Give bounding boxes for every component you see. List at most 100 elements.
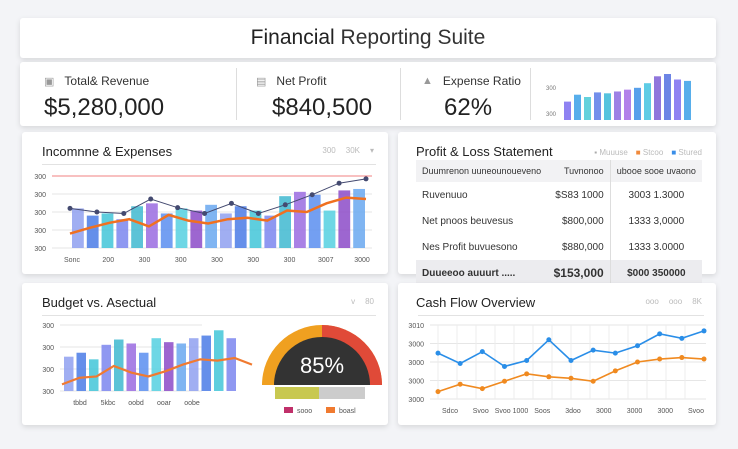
data-point [701, 356, 707, 362]
bar [674, 79, 681, 120]
bar [131, 206, 143, 248]
data-point [679, 355, 685, 361]
bar [294, 191, 306, 248]
data-point [612, 368, 618, 374]
range-button[interactable]: 30K [345, 146, 360, 155]
data-point [635, 343, 640, 349]
bar [101, 213, 114, 248]
y-tick-label: 300 [546, 86, 557, 92]
y-tick-label: 300 [42, 323, 54, 330]
bar [76, 352, 86, 391]
range-button[interactable]: ooo [668, 297, 683, 306]
legend-item: Stured [678, 148, 702, 157]
bar [86, 215, 99, 248]
table-row[interactable]: Ruvenuuo $S83 1000 3003 1.3000 [416, 182, 702, 208]
y-tick-label: 300 [34, 192, 46, 199]
dropdown-icon[interactable]: ▾ [369, 146, 374, 155]
x-tick-label: Svoo 1000 [495, 408, 529, 415]
bar [116, 219, 129, 248]
kpi-row: ▣ Total& Revenue $5,280,000 ▤ Net Profit $84… [20, 62, 716, 126]
data-point [568, 358, 574, 364]
bar [564, 101, 571, 120]
legend-item: Stcoo [642, 148, 664, 157]
x-tick-label: 3000 [596, 408, 612, 415]
y-tick-label: 3000 [408, 342, 424, 349]
range-button[interactable]: 8K [692, 297, 702, 306]
kpi-value: 62% [444, 94, 493, 121]
panel-title: Budget vs. Asectual [42, 295, 157, 310]
data-point [479, 386, 485, 392]
x-tick-label: tbbd [73, 400, 87, 407]
data-point [457, 360, 463, 366]
bar [139, 352, 149, 391]
data-point [363, 176, 369, 182]
data-point [67, 205, 73, 211]
wallet-icon: ▣ [44, 75, 55, 88]
data-point [148, 196, 154, 202]
bar [634, 87, 641, 120]
range-button[interactable]: 80 [365, 297, 374, 306]
x-tick-label: Sdco [442, 408, 458, 415]
y-tick-label: 300 [34, 210, 46, 217]
y-tick-label: 300 [34, 174, 46, 181]
kpi-value: $5,280,000 [44, 94, 165, 121]
table-row[interactable]: Net pnoos beuvesus $800,000 1333 3,0000 [416, 208, 702, 234]
x-tick-label: 200 [102, 257, 114, 264]
y-tick-label: 3000 [408, 397, 424, 404]
x-tick-label: 300 [247, 257, 259, 264]
kpi-label: Net Profit [276, 74, 327, 88]
gauge-value: 85% [300, 353, 344, 378]
lock-icon: ▤ [256, 75, 267, 88]
bar [308, 194, 321, 248]
y-tick-label: 3010 [408, 323, 424, 330]
cash-flow-chart: 3010 3000 3000 3000 3000 Sdco Svoo Svoo 1000 Soo… [408, 323, 707, 415]
bar [220, 213, 232, 248]
range-button[interactable]: 300 [322, 146, 336, 155]
kpi-expense-ratio[interactable]: ▲ Expense Ratio 62% [422, 62, 521, 126]
legend-swatch [326, 407, 335, 413]
bar [89, 359, 99, 391]
y-tick-label: 300 [42, 389, 54, 396]
gauge-bar [319, 387, 365, 399]
gauge-bar [275, 387, 319, 399]
data-point [435, 350, 441, 356]
x-tick-label: 5kbc [101, 400, 116, 407]
pnl-table: Duumrenon uuneounoueveno Tuvnonoo ubooe so… [416, 160, 702, 286]
pnl-panel: Profit & Loss Statement ▪ Muuuse ■ Stcoo… [398, 132, 716, 286]
bar [205, 204, 217, 248]
legend-label: boasl [339, 408, 356, 415]
bar [353, 188, 365, 248]
data-point [502, 378, 507, 384]
range-button[interactable]: ooo [645, 297, 659, 306]
data-point [175, 205, 181, 211]
bar [584, 97, 591, 120]
data-point [336, 180, 342, 186]
y-tick-label: 3000 [408, 360, 424, 367]
x-tick-label: Soos [534, 408, 550, 415]
bar [189, 338, 199, 391]
bar [72, 208, 84, 248]
mini-bar-chart: 300 300 [546, 74, 691, 120]
kpi-label: Total& Revenue [64, 74, 150, 88]
data-point [502, 363, 507, 369]
data-point [435, 389, 441, 395]
table-row[interactable]: Nes Profit buvuesono $880,000 1333 3.0000 [416, 234, 702, 260]
bar [279, 196, 291, 248]
kpi-total-revenue[interactable]: ▣ Total& Revenue $5,280,000 [44, 62, 164, 126]
data-point [657, 331, 663, 337]
data-point [524, 371, 530, 377]
bar [644, 83, 651, 120]
x-tick-label: 300 [139, 257, 151, 264]
data-point [94, 209, 100, 215]
x-tick-label: oobd [128, 400, 144, 407]
table-total-row[interactable]: Duueeoo auuurt ..... $153,000 $000 350000 [416, 260, 702, 286]
bar [323, 210, 336, 248]
bar [594, 92, 601, 120]
range-button[interactable]: v [351, 297, 356, 306]
kpi-net-profit[interactable]: ▤ Net Profit $840,500 [256, 62, 372, 126]
bar [176, 343, 186, 391]
x-tick-label: 300 [175, 257, 187, 264]
bar [264, 215, 277, 248]
bar [126, 343, 136, 391]
bar [164, 342, 174, 391]
